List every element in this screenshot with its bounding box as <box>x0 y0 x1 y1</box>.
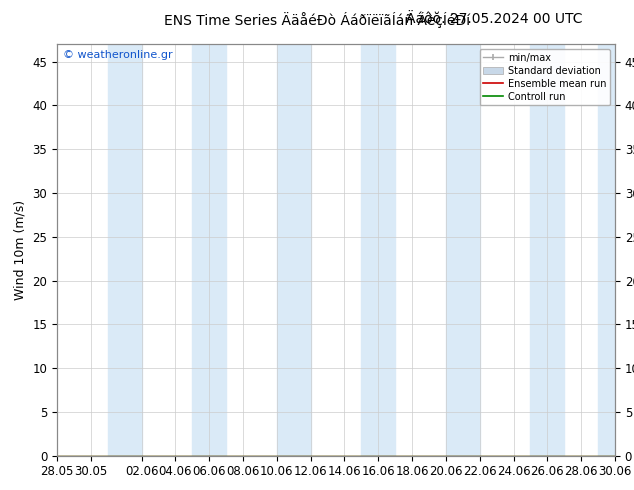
Bar <box>361 44 395 456</box>
Bar <box>598 44 632 456</box>
Text: Äáôŏ. 27.05.2024 00 UTC: Äáôŏ. 27.05.2024 00 UTC <box>406 12 583 26</box>
Bar <box>192 44 226 456</box>
Y-axis label: Wind 10m (m/s): Wind 10m (m/s) <box>14 200 27 300</box>
Bar <box>531 44 564 456</box>
Bar <box>446 44 480 456</box>
Text: ENS Time Series ÄäåéÐò ÁáðïëïãÍáñ ÁèçÍéÐí: ENS Time Series ÄäåéÐò ÁáðïëïãÍáñ ÁèçÍéÐ… <box>164 12 470 28</box>
Legend: min/max, Standard deviation, Ensemble mean run, Controll run: min/max, Standard deviation, Ensemble me… <box>479 49 610 105</box>
Bar <box>108 44 141 456</box>
Text: © weatheronline.gr: © weatheronline.gr <box>63 50 172 60</box>
Bar <box>277 44 311 456</box>
